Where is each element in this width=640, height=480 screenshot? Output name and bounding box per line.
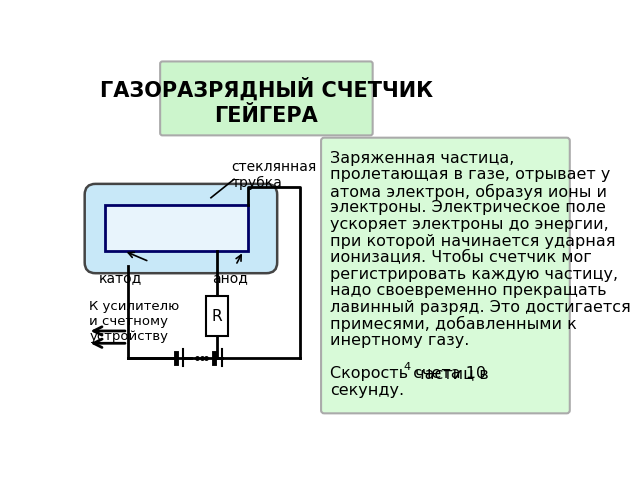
Text: примесями, добавленными к: примесями, добавленными к xyxy=(330,316,577,333)
Text: лавинный разряд. Это достигается: лавинный разряд. Это достигается xyxy=(330,300,631,315)
Text: электроны. Электрическое поле: электроны. Электрическое поле xyxy=(330,201,606,216)
Text: Скорость счета 10: Скорость счета 10 xyxy=(330,366,486,381)
Text: пролетающая в газе, отрывает у: пролетающая в газе, отрывает у xyxy=(330,168,611,182)
Text: атома электрон, образуя ионы и: атома электрон, образуя ионы и xyxy=(330,184,607,200)
Text: анод: анод xyxy=(212,271,248,285)
Text: секунду.: секунду. xyxy=(330,383,404,397)
Text: при которой начинается ударная: при которой начинается ударная xyxy=(330,234,616,249)
FancyBboxPatch shape xyxy=(160,61,372,135)
Text: 4: 4 xyxy=(403,362,411,372)
Text: частиц в: частиц в xyxy=(410,366,488,381)
Text: ускоряет электроны до энергии,: ускоряет электроны до энергии, xyxy=(330,217,609,232)
Text: стеклянная
трубка: стеклянная трубка xyxy=(232,160,317,191)
Text: инертному газу.: инертному газу. xyxy=(330,333,470,348)
FancyBboxPatch shape xyxy=(206,296,228,336)
Text: R: R xyxy=(212,309,223,324)
FancyBboxPatch shape xyxy=(105,204,248,251)
Text: регистрировать каждую частицу,: регистрировать каждую частицу, xyxy=(330,267,618,282)
Text: катод: катод xyxy=(99,271,142,285)
Text: К усилителю
и счетному
устройству: К усилителю и счетному устройству xyxy=(90,300,180,343)
Text: Заряженная частица,: Заряженная частица, xyxy=(330,151,515,166)
Text: надо своевременно прекращать: надо своевременно прекращать xyxy=(330,283,607,298)
Text: ионизация. Чтобы счетчик мог: ионизация. Чтобы счетчик мог xyxy=(330,250,592,265)
Text: ГАЗОРАЗРЯДНЫЙ СЧЕТЧИК
ГЕЙГЕРА: ГАЗОРАЗРЯДНЫЙ СЧЕТЧИК ГЕЙГЕРА xyxy=(100,77,433,126)
FancyBboxPatch shape xyxy=(321,138,570,413)
FancyBboxPatch shape xyxy=(84,184,277,273)
